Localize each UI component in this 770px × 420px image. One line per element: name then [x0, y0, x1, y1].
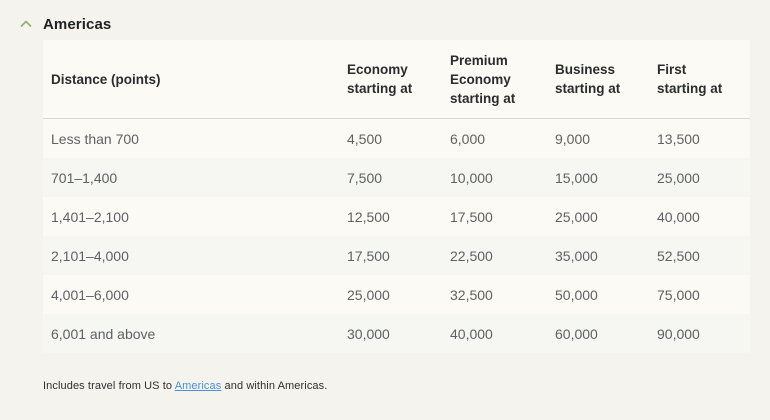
table-row: 701–1,400 7,500 10,000 15,000 25,000 — [43, 158, 750, 197]
header-premium-economy: Premium Economy starting at — [450, 40, 555, 119]
value-cell: 52,500 — [657, 247, 700, 264]
header-business: Business starting at — [555, 40, 657, 119]
distance-cell: 4,001–6,000 — [51, 286, 129, 303]
value-cell: 40,000 — [450, 325, 493, 342]
value-cell: 22,500 — [450, 247, 493, 264]
value-cell: 17,500 — [450, 208, 493, 225]
header-row: Distance (points) Economy starting at Pr… — [43, 40, 750, 119]
value-cell: 35,000 — [555, 247, 598, 264]
value-cell: 25,000 — [555, 208, 598, 225]
table-row: 1,401–2,100 12,500 17,500 25,000 40,000 — [43, 197, 750, 236]
table-row: 4,001–6,000 25,000 32,500 50,000 75,000 — [43, 275, 750, 314]
award-chart-table: Distance (points) Economy starting at Pr… — [43, 40, 750, 353]
table-row: 6,001 and above 30,000 40,000 60,000 90,… — [43, 314, 750, 353]
value-cell: 10,000 — [450, 169, 493, 186]
chevron-up-icon[interactable] — [19, 17, 33, 31]
table-row: 2,101–4,000 17,500 22,500 35,000 52,500 — [43, 236, 750, 275]
table-header: Distance (points) Economy starting at Pr… — [43, 40, 750, 119]
table-body: Less than 700 4,500 6,000 9,000 13,500 7… — [43, 119, 750, 353]
value-cell: 60,000 — [555, 325, 598, 342]
value-cell: 40,000 — [657, 208, 700, 225]
value-cell: 17,500 — [347, 247, 390, 264]
distance-cell: 2,101–4,000 — [51, 247, 129, 264]
distance-cell: Less than 700 — [51, 130, 139, 147]
header-distance: Distance (points) — [43, 40, 347, 119]
footnote-suffix: and within Americas. — [221, 380, 328, 392]
award-chart-card: Distance (points) Economy starting at Pr… — [43, 40, 750, 353]
table-row: Less than 700 4,500 6,000 9,000 13,500 — [43, 119, 750, 159]
value-cell: 13,500 — [657, 130, 700, 147]
distance-cell: 701–1,400 — [51, 169, 118, 186]
value-cell: 9,000 — [555, 130, 591, 147]
value-cell: 90,000 — [657, 325, 700, 342]
value-cell: 15,000 — [555, 169, 598, 186]
accordion-header-americas[interactable]: Americas — [0, 0, 770, 37]
header-first: First starting at — [657, 40, 750, 119]
distance-cell: 1,401–2,100 — [51, 208, 129, 225]
americas-link[interactable]: Americas — [174, 380, 222, 392]
value-cell: 32,500 — [450, 286, 493, 303]
value-cell: 4,500 — [347, 130, 383, 147]
header-economy: Economy starting at — [347, 40, 450, 119]
value-cell: 12,500 — [347, 208, 390, 225]
value-cell: 25,000 — [347, 286, 390, 303]
value-cell: 75,000 — [657, 286, 700, 303]
distance-cell: 6,001 and above — [51, 325, 156, 342]
value-cell: 50,000 — [555, 286, 598, 303]
value-cell: 7,500 — [347, 169, 383, 186]
value-cell: 25,000 — [657, 169, 700, 186]
value-cell: 6,000 — [450, 130, 486, 147]
value-cell: 30,000 — [347, 325, 390, 342]
footnote: Includes travel from US to Americas and … — [43, 380, 750, 392]
footnote-prefix: Includes travel from US to — [43, 380, 175, 392]
region-title: Americas — [43, 15, 112, 33]
